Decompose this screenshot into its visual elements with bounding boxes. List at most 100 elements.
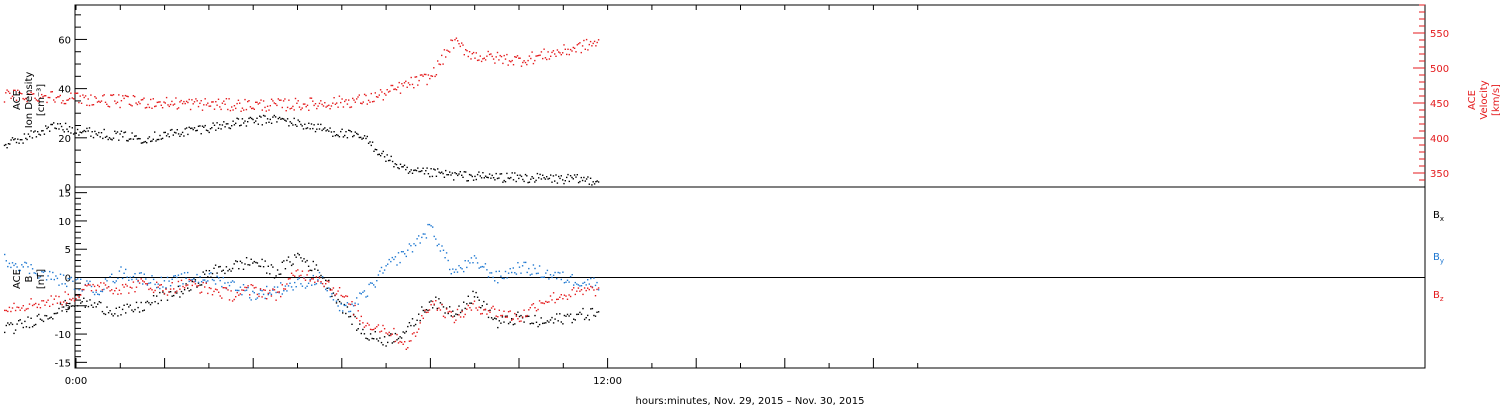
by-point — [486, 269, 488, 271]
by-point — [526, 271, 528, 274]
velocity-point — [140, 99, 143, 101]
bx-point — [518, 315, 521, 318]
velocity-point — [23, 98, 26, 101]
bx-point — [394, 332, 397, 335]
by-point — [340, 303, 342, 305]
bz-point — [152, 291, 155, 294]
by-point — [276, 286, 279, 288]
by-point — [109, 276, 111, 278]
by-point — [163, 280, 166, 282]
bz-point — [551, 299, 553, 301]
density-point — [310, 123, 313, 125]
by-point — [306, 285, 308, 287]
by-point — [506, 277, 508, 279]
density-point — [322, 128, 325, 130]
velocity-point — [326, 105, 329, 107]
bz-point — [453, 321, 456, 324]
by-point — [160, 276, 162, 279]
by-point — [478, 267, 480, 269]
bz-point — [397, 342, 400, 344]
bz-point — [270, 295, 273, 297]
velocity-point — [45, 95, 47, 97]
bx-point — [452, 310, 454, 312]
density-point — [430, 168, 432, 170]
by-point — [459, 267, 462, 269]
bx-point — [76, 305, 79, 307]
by-point — [256, 297, 259, 299]
by-point — [458, 265, 460, 267]
bz-point — [72, 297, 74, 300]
velocity-point — [356, 98, 358, 100]
by-point — [224, 282, 226, 284]
bx-point — [461, 309, 463, 311]
density-point — [434, 169, 436, 171]
by-point — [517, 262, 519, 264]
bx-point — [469, 302, 471, 304]
by-point — [490, 272, 493, 274]
velocity-point — [130, 104, 132, 106]
velocity-point — [322, 105, 325, 107]
bx-point — [28, 326, 31, 329]
by-point — [171, 278, 173, 280]
bx-point — [50, 316, 52, 318]
velocity-point — [399, 92, 402, 94]
bz-point — [368, 324, 370, 326]
by-point — [464, 260, 466, 262]
bx-point — [252, 262, 254, 264]
density-point — [232, 120, 234, 122]
velocity-point — [269, 105, 271, 107]
by-point — [543, 276, 545, 278]
by-point — [338, 309, 341, 312]
density-point — [360, 136, 362, 139]
bz-point — [261, 296, 263, 298]
velocity-point — [203, 104, 205, 106]
density-point — [294, 124, 297, 126]
bz-point — [314, 281, 316, 283]
density-point — [474, 175, 476, 178]
density-point — [62, 129, 64, 131]
bz-point — [514, 312, 516, 315]
bz-point — [225, 287, 228, 289]
velocity-point — [439, 63, 442, 66]
by-point — [557, 271, 559, 274]
density-point — [203, 126, 205, 128]
velocity-point — [468, 51, 471, 53]
bx-point — [78, 295, 80, 297]
by-point — [177, 274, 180, 276]
velocity-point — [397, 86, 399, 88]
velocity-point — [248, 100, 250, 102]
bx-point — [100, 301, 102, 304]
velocity-point — [490, 53, 492, 55]
density-point — [71, 127, 73, 129]
velocity-point — [483, 57, 485, 59]
velocity-point — [555, 55, 557, 57]
velocity-point — [523, 60, 525, 62]
velocity-point — [581, 45, 584, 47]
velocity-point — [487, 50, 489, 53]
velocity-point — [318, 102, 321, 105]
velocity-point — [422, 75, 424, 77]
velocity-point — [480, 60, 483, 63]
velocity-point — [348, 99, 350, 101]
by-point — [211, 278, 214, 281]
bx-point — [148, 302, 150, 304]
bx-point — [521, 317, 524, 319]
bz-point — [258, 295, 260, 298]
by-point — [64, 283, 66, 285]
bz-point — [76, 294, 79, 297]
bx-point — [435, 296, 437, 298]
bx-point — [304, 261, 307, 263]
bx-point — [196, 286, 198, 288]
velocity-point — [302, 103, 305, 105]
velocity-point — [386, 89, 388, 91]
density-point — [373, 150, 375, 152]
density-point — [13, 139, 15, 141]
by-point — [532, 264, 535, 266]
bz-point — [583, 287, 586, 289]
by-point — [208, 273, 211, 275]
bz-point — [520, 320, 522, 322]
density-point — [86, 127, 88, 130]
by-point — [560, 278, 562, 281]
density-point — [592, 181, 594, 183]
